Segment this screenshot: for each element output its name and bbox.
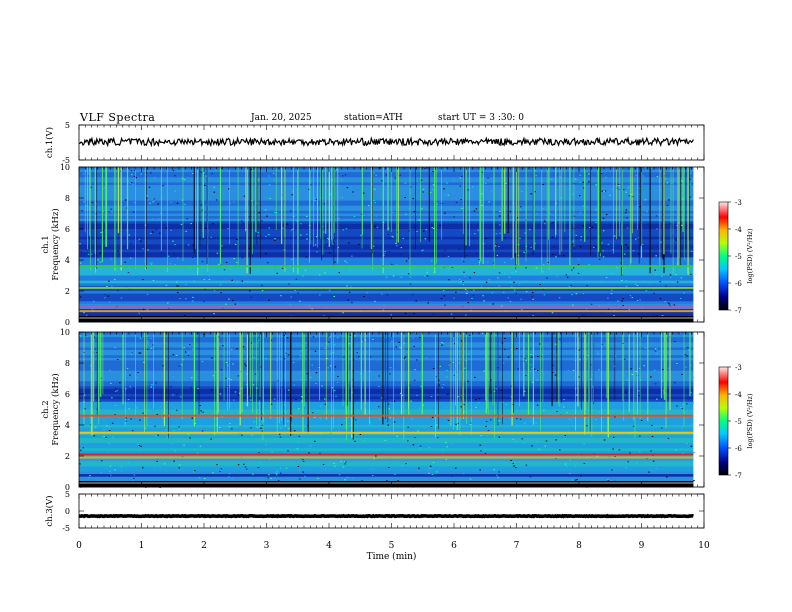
panel-frame-4 xyxy=(78,493,705,529)
xtick-label: 10 xyxy=(698,541,710,551)
colorbar xyxy=(718,201,729,311)
band-0 xyxy=(79,265,694,268)
ytick-label: -5 xyxy=(62,156,70,165)
colorbar-tick-label: -7 xyxy=(735,307,742,315)
ytick-label: 5 xyxy=(65,121,70,130)
band-1 xyxy=(79,431,694,434)
colorbar-label: log(PSD) (V²/Hz) xyxy=(746,228,754,283)
xtick-label: 9 xyxy=(639,541,645,551)
colorbar xyxy=(718,366,729,476)
ch1-waveform-line xyxy=(78,136,694,148)
ylabel: ch.3(V) xyxy=(44,495,55,526)
ylabel-bottom: Frequency (kHz) xyxy=(50,373,61,445)
xtick-label: 3 xyxy=(264,541,270,551)
colorbar-tick-label: -6 xyxy=(735,445,742,453)
colorbar-tick-label: -5 xyxy=(735,418,742,426)
colorbar-tick-label: -3 xyxy=(735,364,742,372)
ytick-label: 8 xyxy=(65,359,70,368)
colorbar-tick-label: -3 xyxy=(735,199,742,207)
ytick-label: 2 xyxy=(65,452,70,461)
date-label: Jan. 20, 2025 xyxy=(251,113,312,123)
xtick-label: 5 xyxy=(389,541,395,551)
ytick-label: 0 xyxy=(65,318,70,327)
colorbar-tick-label: -6 xyxy=(735,280,742,288)
xtick-label: 7 xyxy=(514,541,520,551)
ytick-label: 4 xyxy=(65,256,70,265)
ytick-label: 0 xyxy=(65,483,70,492)
colorbar-tick-label: -5 xyxy=(735,253,742,261)
xtick-label: 2 xyxy=(201,541,207,551)
ylabel: ch.1(V) xyxy=(44,127,55,158)
station-label: station=ATH xyxy=(344,113,403,123)
ytick-label: 8 xyxy=(65,194,70,203)
ytick-label: 10 xyxy=(60,163,70,172)
ylabel-bottom: Frequency (kHz) xyxy=(50,208,61,280)
band-2 xyxy=(79,453,694,456)
spectrogram-ch1 xyxy=(78,167,694,323)
ylabel-top: ch.1 xyxy=(41,235,51,253)
xtick-label: 6 xyxy=(451,541,457,551)
band-3 xyxy=(79,310,694,313)
colorbar-tick-label: -4 xyxy=(735,226,742,234)
spectrogram-ch2 xyxy=(79,332,695,488)
band-2 xyxy=(79,306,694,309)
start-time-label: start UT = 3 :30: 0 xyxy=(438,113,524,123)
ytick-label: -5 xyxy=(62,524,70,533)
band-0 xyxy=(79,414,694,417)
xtick-label: 8 xyxy=(576,541,582,551)
ytick-label: 6 xyxy=(65,225,70,234)
band-1 xyxy=(79,286,694,289)
xaxis-label: Time (min) xyxy=(367,551,417,562)
ytick-label: 4 xyxy=(65,421,70,430)
colorbar-tick-label: -4 xyxy=(735,391,742,399)
chart-title: VLF Spectra xyxy=(80,111,156,124)
xtick-label: 1 xyxy=(139,541,145,551)
ytick-label: 6 xyxy=(65,390,70,399)
colorbar-tick-label: -7 xyxy=(735,472,742,480)
band-3 xyxy=(79,456,694,459)
ytick-label: 2 xyxy=(65,287,70,296)
ytick-label: 10 xyxy=(60,328,70,337)
ytick-label: 5 xyxy=(65,490,70,499)
xtick-label: 0 xyxy=(76,541,82,551)
ch3-waveform-line xyxy=(78,513,694,519)
ylabel-top: ch.2 xyxy=(41,400,51,418)
ytick-label: 0 xyxy=(65,507,70,516)
colorbar-label: log(PSD) (V²/Hz) xyxy=(746,393,754,448)
xtick-label: 4 xyxy=(326,541,332,551)
